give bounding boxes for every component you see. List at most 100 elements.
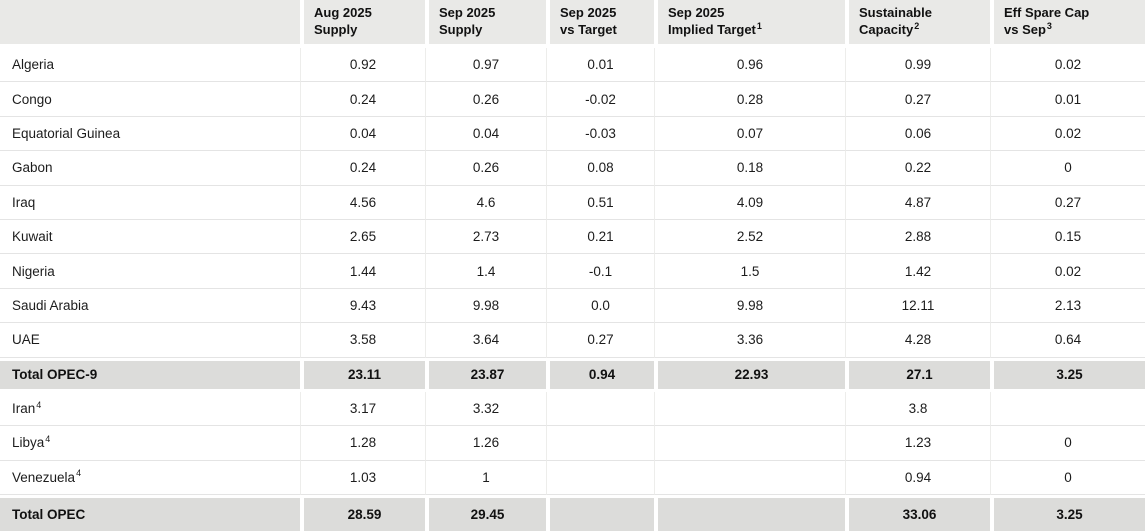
country-label: Gabon [12,160,53,176]
header-cell: Sustainable Capacity2 [845,0,990,48]
value-cell: 0 [990,426,1145,461]
country-label: Total OPEC-9 [12,367,98,383]
header-line1: Sep 2025 [560,5,617,21]
value-cell: 0.27 [990,185,1145,220]
header-line1: Sustainable [859,5,932,21]
country-label: Iraq [12,194,36,210]
header-cell: Sep 2025 Implied Target1 [654,0,845,48]
header-cell: Sep 2025 Supply [425,0,546,48]
value-cell [654,460,845,496]
value-cell: -0.02 [546,82,654,117]
value-cell: 12.11 [845,288,990,324]
header-line2: Supply [439,22,483,37]
country-label: Nigeria [12,263,55,279]
value-cell: -0.03 [546,116,654,152]
value-cell: 29.45 [425,495,546,531]
value-cell: 3.64 [425,323,546,358]
value-cell: 1.28 [300,426,425,461]
value-cell: 1.44 [300,254,425,289]
value-cell [546,495,654,531]
value-cell: 0.26 [425,82,546,117]
value-cell: 2.88 [845,219,990,255]
value-cell [654,391,845,427]
value-cell: 22.93 [654,357,845,392]
country-cell: Nigeria [0,254,300,289]
header-cell: Aug 2025 Supply [300,0,425,48]
value-cell: 0.27 [546,323,654,358]
country-label: Libya4 [12,433,51,451]
value-cell: 23.87 [425,357,546,392]
footnote-marker: 4 [76,468,82,479]
header-line1: Aug 2025 [314,5,372,21]
value-cell [990,391,1145,427]
value-cell: 1.5 [654,254,845,289]
header-line1: Sep 2025 [668,5,725,21]
value-cell: 0.02 [990,48,1145,83]
value-cell: 0.24 [300,82,425,117]
country-label: Iran4 [12,399,42,417]
country-label: Congo [12,91,52,107]
value-cell: 0.51 [546,185,654,220]
value-cell: 27.1 [845,357,990,392]
country-cell: Iran4 [0,392,300,427]
value-cell: 3.58 [300,323,425,358]
value-cell: 3.32 [425,391,546,427]
country-cell: Kuwait [0,220,300,255]
value-cell: 2.73 [425,219,546,255]
value-cell: 0.04 [425,116,546,152]
value-cell [546,391,654,427]
value-cell: 0.96 [654,48,845,83]
value-cell: 0.02 [990,254,1145,289]
country-label: Algeria [12,57,55,73]
value-cell: 0.15 [990,219,1145,255]
value-cell: 1 [425,460,546,496]
header-line2 [12,0,13,17]
value-cell: 4.28 [845,323,990,358]
value-cell: 3.36 [654,323,845,358]
country-cell: Venezuela4 [0,461,300,496]
value-cell: 0.26 [425,151,546,186]
value-cell: 2.65 [300,219,425,255]
value-cell: 0.22 [845,151,990,186]
value-cell: 0 [990,151,1145,186]
country-cell: Algeria [0,48,300,83]
footnote-marker: 4 [36,399,42,410]
value-cell: 0.08 [546,151,654,186]
header-line2: Implied Target1 [668,20,762,37]
country-cell: Gabon [0,151,300,186]
value-cell: 0.04 [300,116,425,152]
header-line2: Capacity2 [859,20,920,37]
value-cell: 0.97 [425,48,546,83]
value-cell: 33.06 [845,495,990,531]
header-cell: Sep 2025 vs Target [546,0,654,48]
country-label: Kuwait [12,229,53,245]
country-cell: Saudi Arabia [0,289,300,324]
country-cell: UAE [0,323,300,358]
value-cell: 9.98 [654,288,845,324]
value-cell: 1.23 [845,426,990,461]
footnote-marker: 1 [756,20,762,31]
value-cell: 0.64 [990,323,1145,358]
country-label: UAE [12,332,40,348]
value-cell: 2.13 [990,288,1145,324]
header-line1: Eff Spare Cap [1004,5,1090,21]
value-cell: 9.43 [300,288,425,324]
value-cell: 23.11 [300,357,425,392]
value-cell: 0.0 [546,288,654,324]
country-cell: Libya4 [0,426,300,461]
value-cell: 4.87 [845,185,990,220]
value-cell: 9.98 [425,288,546,324]
value-cell: 3.8 [845,391,990,427]
value-cell: 1.42 [845,254,990,289]
footnote-marker: 3 [1046,20,1052,31]
footnote-marker: 4 [45,433,51,444]
header-line1: Sep 2025 [439,5,496,21]
country-label: Total OPEC [12,507,86,523]
value-cell: 0.27 [845,82,990,117]
value-cell: 0.94 [845,460,990,496]
value-cell: 4.56 [300,185,425,220]
header-line2: vs Target [560,22,617,37]
value-cell: 0.01 [546,48,654,83]
